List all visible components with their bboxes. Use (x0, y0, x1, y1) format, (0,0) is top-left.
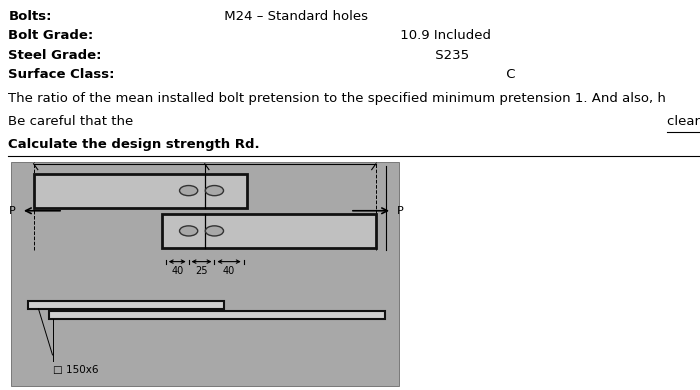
Circle shape (179, 186, 197, 196)
Text: M24 – Standard holes: M24 – Standard holes (220, 10, 368, 23)
Text: S235: S235 (431, 49, 470, 62)
Text: Be careful that the: Be careful that the (8, 115, 138, 128)
Bar (49, 311, 385, 319)
Text: Bolts:: Bolts: (8, 10, 52, 23)
Circle shape (179, 226, 197, 236)
Text: Calculate the design strength Rd.: Calculate the design strength Rd. (8, 138, 260, 151)
Circle shape (205, 186, 223, 196)
Text: Steel Grade:: Steel Grade: (8, 49, 102, 62)
Text: 40: 40 (171, 266, 183, 276)
Text: 10.9 Included: 10.9 Included (396, 29, 491, 42)
Text: The ratio of the mean installed bolt pretension to the specified minimum pretens: The ratio of the mean installed bolt pre… (8, 92, 666, 105)
Bar (10, 162, 399, 386)
Bar (28, 301, 224, 309)
Text: 25: 25 (195, 266, 208, 276)
Text: clear distances: clear distances (667, 115, 700, 128)
Text: C: C (502, 68, 515, 81)
Bar (162, 214, 376, 248)
Circle shape (205, 226, 223, 236)
Bar (34, 174, 247, 207)
Text: 40: 40 (223, 266, 235, 276)
Text: Surface Class:: Surface Class: (8, 68, 115, 81)
Text: P: P (8, 206, 15, 216)
Text: Bolt Grade:: Bolt Grade: (8, 29, 94, 42)
Text: □ 150x6: □ 150x6 (53, 365, 99, 375)
Text: P: P (397, 206, 404, 216)
